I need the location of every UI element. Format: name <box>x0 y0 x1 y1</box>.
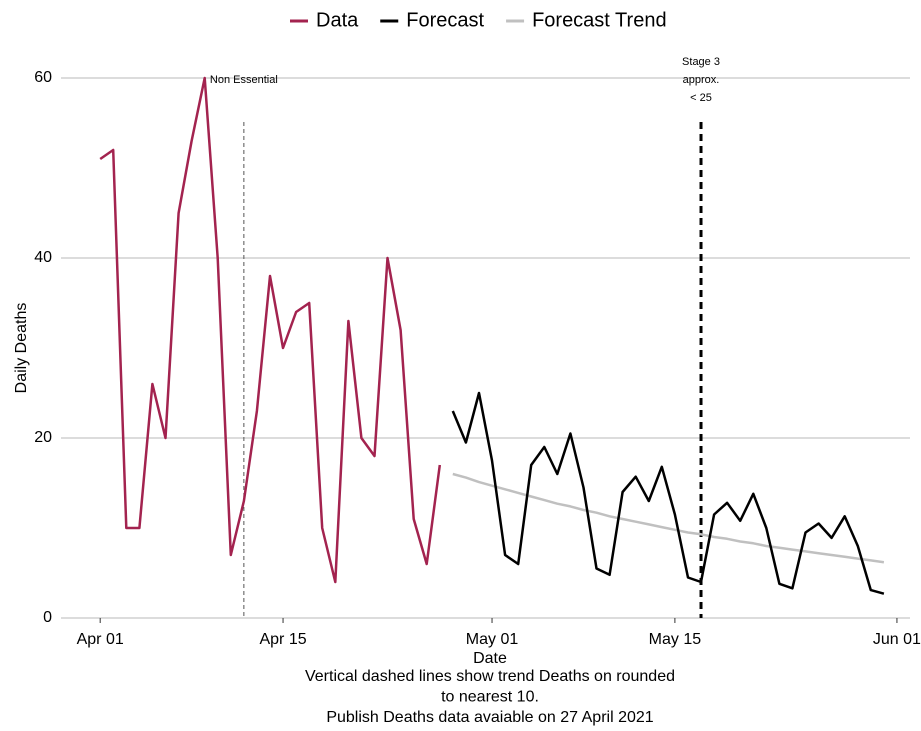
x-axis-label: Date <box>473 650 507 667</box>
annotation-label: < 25 <box>690 92 712 104</box>
footnote: Publish Deaths data avaiable on 27 April… <box>326 709 653 726</box>
y-axis-label: Daily Deaths <box>13 303 30 394</box>
x-tick-label: May 15 <box>649 631 702 648</box>
x-tick-label: May 01 <box>466 631 519 648</box>
legend-label: Data <box>316 9 359 31</box>
x-tick-label: Apr 01 <box>77 631 124 648</box>
annotation-label: approx. <box>683 74 720 86</box>
footnote: Vertical dashed lines show trend Deaths … <box>305 668 675 685</box>
series-line <box>451 391 885 595</box>
series-line <box>452 472 885 564</box>
annotation-label: Stage 3 <box>682 56 720 68</box>
legend-label: Forecast Trend <box>532 9 667 31</box>
legend-label: Forecast <box>406 9 484 31</box>
y-tick-label: 20 <box>34 429 52 446</box>
x-tick-label: Jun 01 <box>873 631 921 648</box>
annotation-label: Non Essential <box>210 74 278 86</box>
y-tick-label: 0 <box>43 609 52 626</box>
y-tick-label: 40 <box>34 249 52 266</box>
y-tick-label: 60 <box>34 69 52 86</box>
series-line <box>99 76 442 584</box>
x-tick-label: Apr 15 <box>259 631 306 648</box>
footnote: to nearest 10. <box>441 689 539 706</box>
